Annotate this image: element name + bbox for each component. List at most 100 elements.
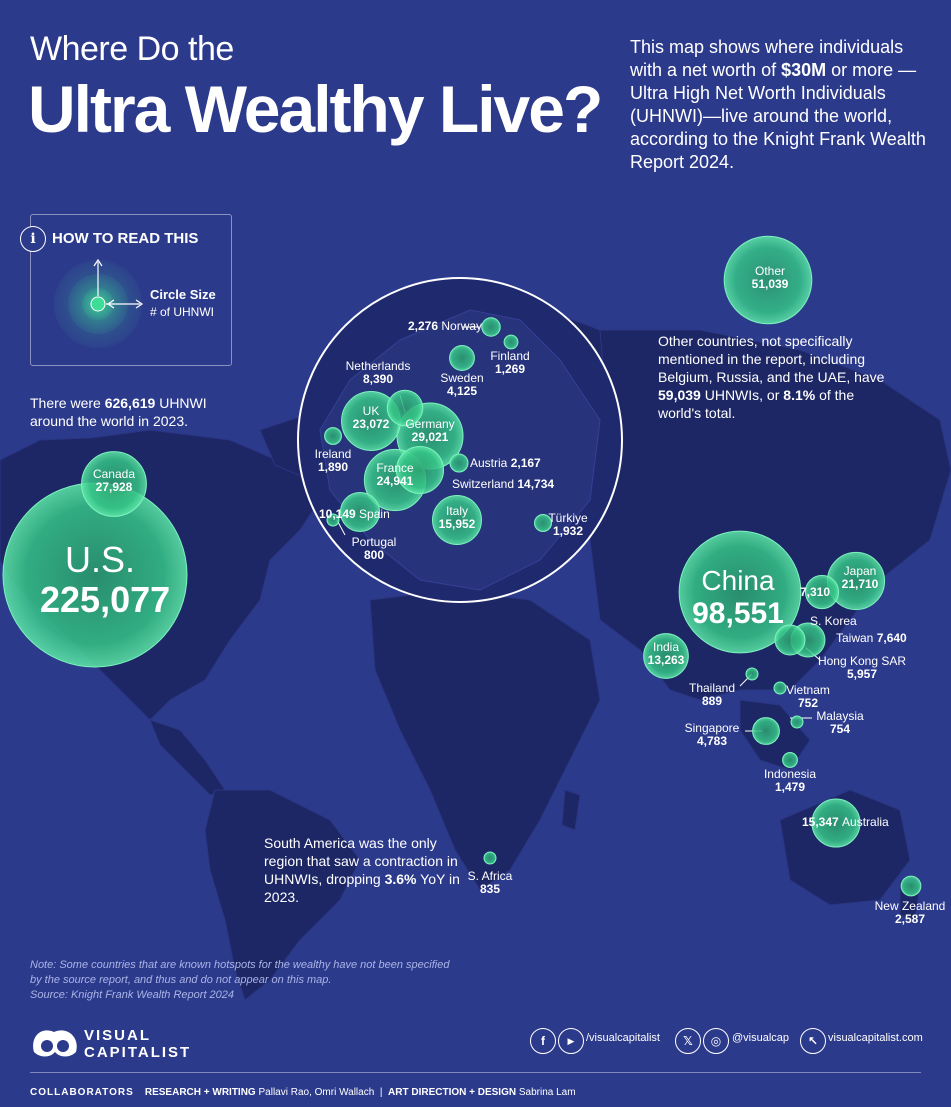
country-name: Malaysia xyxy=(816,709,864,723)
country-value: 29,021 xyxy=(411,430,449,445)
label-uk: UK 23,072 xyxy=(321,404,421,431)
label-finland: Finland 1,269 xyxy=(460,349,560,377)
country-value: 7,640 xyxy=(876,631,907,645)
country-name: Singapore xyxy=(684,721,740,735)
circle-size-sub: # of UHNWI xyxy=(150,305,215,319)
bubble-malaysia[interactable] xyxy=(790,715,804,729)
country-value: 4,125 xyxy=(446,384,478,399)
country-value: 4,783 xyxy=(696,734,728,749)
cursor-icon[interactable]: ↖ xyxy=(800,1028,826,1054)
label-vietnam: Vietnam 752 xyxy=(758,683,858,711)
country-value: 7,310 xyxy=(800,585,831,599)
how-to-read-title: HOW TO READ THIS xyxy=(52,230,199,247)
circle-size-label: Circle Size xyxy=(150,287,216,302)
country-value: 5,957 xyxy=(846,667,878,682)
country-value: 10,149 xyxy=(319,507,356,521)
bubble-italy[interactable] xyxy=(432,495,482,545)
country-value: 15,347 xyxy=(802,815,839,829)
title-line-2: Ultra Wealthy Live? xyxy=(28,72,603,146)
bubble-netherlands[interactable] xyxy=(386,389,424,427)
x-icon[interactable]: 𝕏 xyxy=(675,1028,701,1054)
bubble-indonesia[interactable] xyxy=(782,752,798,768)
country-name: Canada xyxy=(92,467,136,481)
bubble-t-rkiye[interactable] xyxy=(533,513,553,533)
country-value: 27,928 xyxy=(95,480,133,495)
label-netherlands: Netherlands 8,390 xyxy=(328,359,428,387)
country-value: 800 xyxy=(363,548,385,563)
country-name: Taiwan xyxy=(836,631,874,645)
country-name: Hong Kong SAR xyxy=(817,654,907,668)
country-name: U.S. xyxy=(64,539,135,580)
country-value: 8,390 xyxy=(362,372,394,387)
country-name: Austria xyxy=(470,456,508,470)
label-indonesia: Indonesia 1,479 xyxy=(740,767,840,794)
country-name: New Zealand xyxy=(874,899,946,913)
label-austria: Austria 2,167 xyxy=(470,456,541,470)
facebook-icon[interactable]: f xyxy=(530,1028,556,1054)
bubble-china[interactable] xyxy=(678,530,802,654)
how-to-read-legend xyxy=(54,258,144,348)
bubble-s-korea[interactable] xyxy=(804,574,840,610)
label-other: Other 51,039 xyxy=(751,264,789,292)
bubble-ireland[interactable] xyxy=(324,427,342,445)
country-value: 24,941 xyxy=(376,474,414,489)
label-switzerland: Switzerland 14,734 xyxy=(452,477,555,491)
bubble-hong-kong-sar[interactable] xyxy=(774,624,806,656)
label-india: India 13,263 xyxy=(616,640,716,668)
country-name: S. Africa xyxy=(467,869,513,883)
bubble-spain[interactable] xyxy=(339,491,381,533)
bubble-sweden[interactable] xyxy=(449,345,475,371)
south-america-note: South America was the only region that s… xyxy=(264,835,460,905)
country-name: Australia xyxy=(842,815,889,829)
bubble-india[interactable] xyxy=(643,633,689,679)
instagram-icon[interactable]: ◎ xyxy=(703,1028,729,1054)
title-line-1: Where Do the xyxy=(30,30,234,68)
country-name: Vietnam xyxy=(786,683,830,697)
madagascar-shape xyxy=(561,789,581,831)
bubble-singapore[interactable] xyxy=(752,717,780,745)
country-name: Switzerland xyxy=(452,477,515,491)
country-name: Spain xyxy=(359,507,390,521)
label-new-zealand: New Zealand 2,587 xyxy=(860,899,951,926)
bubble-australia[interactable] xyxy=(811,798,861,848)
bubble-canada[interactable] xyxy=(81,451,147,517)
intro-text: This map shows where individuals with a … xyxy=(630,37,926,172)
bubble-s-africa[interactable] xyxy=(483,851,497,865)
social-link-visualcap[interactable]: @visualcap xyxy=(732,1032,790,1044)
bubble-vietnam[interactable] xyxy=(773,681,787,695)
visual-capitalist-logo-icon[interactable] xyxy=(30,1024,80,1060)
country-value: 13,263 xyxy=(647,653,685,668)
label-australia: 15,347 Australia xyxy=(802,815,889,829)
bubble-finland[interactable] xyxy=(503,334,519,350)
website-link[interactable]: visualcapitalist.com xyxy=(828,1032,923,1044)
bubble-austria[interactable] xyxy=(449,453,469,473)
label-s-korea: 7,310 S. Korea xyxy=(800,585,857,628)
bubble-other[interactable] xyxy=(723,235,813,325)
bubble-norway[interactable] xyxy=(481,317,501,337)
country-value: 1,269 xyxy=(494,362,526,377)
country-name: Italy xyxy=(445,504,468,518)
label-us: U.S. 225,077 xyxy=(40,539,170,619)
social-link-visualcapitalist[interactable]: /visualcapitalist xyxy=(586,1032,660,1044)
country-value: 754 xyxy=(829,722,851,737)
bubble-portugal[interactable] xyxy=(326,513,340,527)
bubble-thailand[interactable] xyxy=(745,667,759,681)
country-value: 752 xyxy=(797,696,819,711)
country-name: France xyxy=(376,461,414,475)
country-name: Norway xyxy=(441,319,483,333)
bubble-switzerland[interactable] xyxy=(395,445,445,495)
country-value: 225,077 xyxy=(40,578,171,620)
label-norway: 2,276 Norway xyxy=(408,319,483,333)
country-value: 14,734 xyxy=(517,477,555,491)
other-note: Other countries, not specifically mentio… xyxy=(658,333,885,421)
country-value: 1,890 xyxy=(317,460,349,475)
visual-capitalist-logo-text[interactable]: VISUAL CAPITALIST xyxy=(84,1027,192,1061)
youtube-icon[interactable]: ▶ xyxy=(558,1028,584,1054)
country-name: Indonesia xyxy=(763,767,817,781)
label-taiwan: Taiwan 7,640 xyxy=(836,631,907,645)
country-name: Finland xyxy=(490,349,530,363)
footnote: Note: Some countries that are known hots… xyxy=(30,959,450,1001)
bubble-new-zealand[interactable] xyxy=(900,875,922,897)
country-name: Japan xyxy=(843,564,877,578)
